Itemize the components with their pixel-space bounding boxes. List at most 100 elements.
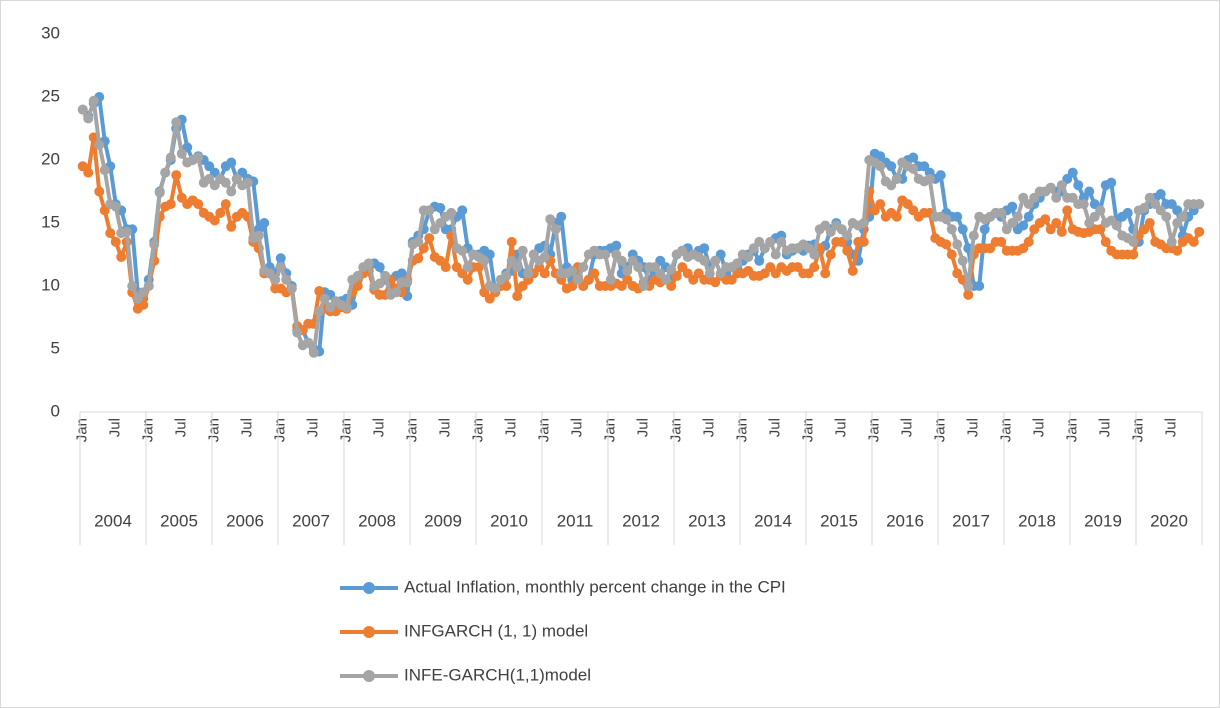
x-tick-label: Jan bbox=[404, 418, 421, 442]
data-point bbox=[1023, 211, 1034, 222]
data-point bbox=[83, 167, 94, 178]
data-point bbox=[825, 249, 836, 260]
data-point bbox=[374, 278, 385, 289]
data-point bbox=[567, 265, 578, 276]
data-point bbox=[1128, 236, 1139, 247]
data-point bbox=[402, 277, 413, 288]
data-point bbox=[143, 281, 154, 291]
data-point bbox=[160, 167, 171, 178]
data-point bbox=[1018, 220, 1029, 231]
x-tick-label: Jul bbox=[173, 418, 190, 437]
x-tick-label: Jan bbox=[932, 418, 949, 442]
data-point bbox=[77, 104, 88, 115]
x-tick-label: Jul bbox=[503, 418, 520, 437]
data-point bbox=[424, 205, 435, 216]
data-point bbox=[391, 287, 402, 298]
data-point bbox=[622, 265, 633, 276]
data-point bbox=[600, 249, 611, 260]
data-point bbox=[523, 268, 534, 279]
x-tick-label: Jan bbox=[206, 418, 223, 442]
x-tick-label: Jan bbox=[734, 418, 751, 442]
data-point bbox=[638, 281, 649, 291]
data-point bbox=[1188, 236, 1199, 247]
x-tick-label: Jul bbox=[305, 418, 322, 437]
data-point bbox=[286, 283, 297, 294]
data-point bbox=[462, 262, 473, 273]
data-point bbox=[842, 245, 853, 256]
data-point bbox=[501, 270, 512, 281]
data-point bbox=[809, 249, 820, 260]
data-point bbox=[957, 255, 968, 266]
legend-label: Actual Inflation, monthly percent change… bbox=[404, 577, 786, 596]
data-point bbox=[996, 236, 1007, 247]
year-label: 2017 bbox=[952, 511, 990, 530]
data-point bbox=[952, 239, 963, 250]
data-point bbox=[1155, 189, 1166, 200]
data-point bbox=[176, 148, 187, 159]
data-point bbox=[281, 274, 292, 285]
x-tick-label: Jul bbox=[1031, 418, 1048, 437]
data-point bbox=[374, 262, 385, 273]
data-point bbox=[754, 255, 765, 266]
legend-marker bbox=[363, 670, 375, 682]
data-point bbox=[809, 262, 820, 273]
year-label: 2020 bbox=[1150, 511, 1188, 530]
data-point bbox=[127, 281, 138, 291]
data-point bbox=[891, 173, 902, 184]
data-point bbox=[963, 289, 974, 300]
legend-marker bbox=[363, 626, 375, 638]
data-point bbox=[506, 236, 517, 247]
data-point bbox=[886, 161, 897, 172]
data-point bbox=[94, 139, 105, 150]
data-point bbox=[820, 268, 831, 279]
data-point bbox=[1166, 236, 1177, 247]
data-point bbox=[974, 281, 985, 291]
data-point bbox=[99, 165, 110, 176]
data-point bbox=[88, 95, 99, 106]
year-label: 2013 bbox=[688, 511, 726, 530]
x-tick-label: Jul bbox=[701, 418, 718, 437]
y-tick-label: 10 bbox=[41, 275, 60, 294]
data-point bbox=[1122, 207, 1133, 218]
year-label: 2018 bbox=[1018, 511, 1056, 530]
data-point bbox=[220, 177, 231, 188]
data-point bbox=[303, 337, 314, 348]
data-point bbox=[512, 291, 523, 302]
data-point bbox=[699, 255, 710, 266]
data-point bbox=[1056, 226, 1067, 237]
data-point bbox=[1073, 180, 1084, 191]
data-point bbox=[941, 239, 952, 250]
x-tick-label: Jan bbox=[800, 418, 817, 442]
x-tick-label: Jul bbox=[965, 418, 982, 437]
y-tick-label: 30 bbox=[41, 23, 60, 42]
data-point bbox=[1106, 177, 1117, 188]
data-point bbox=[704, 268, 715, 279]
data-point bbox=[165, 199, 176, 210]
data-point bbox=[545, 214, 556, 225]
data-point bbox=[1177, 211, 1188, 222]
x-tick-label: Jan bbox=[602, 418, 619, 442]
data-point bbox=[578, 262, 589, 273]
data-point bbox=[341, 302, 352, 313]
x-tick-label: Jan bbox=[668, 418, 685, 442]
data-point bbox=[1144, 218, 1155, 228]
data-point bbox=[1040, 214, 1051, 225]
data-point bbox=[616, 255, 627, 266]
data-point bbox=[539, 252, 550, 263]
data-point bbox=[171, 170, 182, 181]
data-point bbox=[479, 255, 490, 266]
data-point bbox=[847, 265, 858, 276]
data-point bbox=[908, 152, 919, 163]
data-point bbox=[732, 258, 743, 269]
data-point bbox=[743, 252, 754, 263]
data-point bbox=[314, 306, 325, 317]
year-label: 2005 bbox=[160, 511, 198, 530]
data-point bbox=[1095, 205, 1106, 216]
data-point bbox=[1045, 182, 1056, 193]
data-point bbox=[875, 161, 886, 172]
data-point bbox=[413, 253, 424, 264]
data-point bbox=[666, 264, 677, 275]
x-tick-label: Jan bbox=[1064, 418, 1081, 442]
data-point bbox=[435, 202, 446, 213]
